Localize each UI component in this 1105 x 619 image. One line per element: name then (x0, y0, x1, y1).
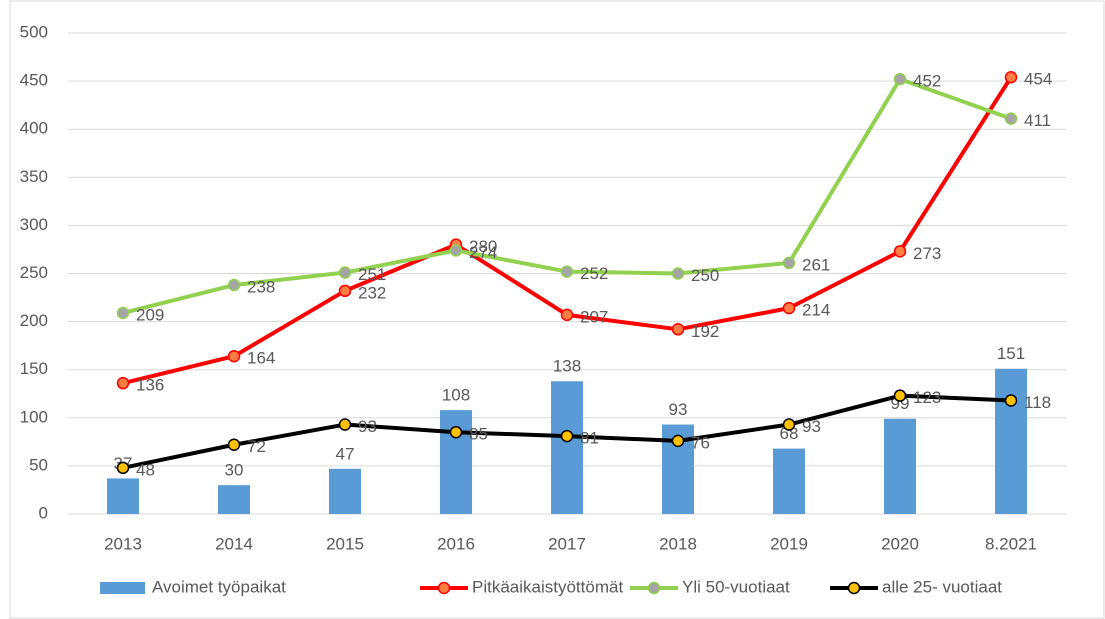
data-label: 411 (1024, 111, 1051, 130)
point (671, 323, 685, 336)
point (782, 256, 796, 270)
point (227, 438, 241, 451)
point (893, 389, 907, 402)
point (560, 265, 574, 278)
data-label: 164 (247, 349, 275, 368)
x-tick-label: 2019 (770, 534, 808, 553)
point (338, 418, 352, 431)
y-tick-label: 400 (20, 119, 48, 138)
point (1004, 71, 1018, 84)
y-tick-label: 300 (20, 215, 48, 234)
legend-swatch (100, 582, 145, 594)
point (449, 244, 463, 257)
data-label: 232 (358, 283, 386, 302)
x-tick-label: 2020 (881, 534, 919, 553)
legend-label: alle 25- vuotiaat (882, 577, 1002, 596)
data-label: 138 (553, 357, 581, 376)
bar (107, 478, 139, 514)
point (116, 306, 130, 320)
data-label: 250 (691, 266, 719, 285)
data-label: 251 (358, 265, 386, 284)
data-label: 72 (247, 437, 266, 456)
data-label: 452 (913, 72, 941, 91)
x-tick-label: 2017 (548, 534, 586, 553)
point (116, 376, 130, 390)
point (227, 349, 241, 363)
data-label: 68 (780, 424, 799, 443)
data-label: 30 (225, 461, 244, 480)
data-label: 252 (580, 264, 608, 283)
data-label: 274 (469, 243, 497, 262)
point (782, 301, 796, 315)
data-label: 108 (442, 386, 470, 405)
legend-label: Pitkäaikaistyöttömät (472, 577, 623, 596)
data-label: 454 (1024, 70, 1052, 89)
data-label: 192 (691, 322, 719, 341)
x-tick-label: 2015 (326, 534, 364, 553)
y-tick-label: 350 (20, 167, 48, 186)
data-label: 238 (247, 278, 275, 297)
x-tick-label: 2018 (659, 534, 697, 553)
point (338, 266, 352, 279)
data-label: 280 (469, 237, 497, 256)
bar (773, 448, 805, 514)
bar (551, 381, 583, 514)
data-label: 93 (358, 417, 377, 436)
data-label: 207 (580, 307, 608, 326)
x-tick-label: 2013 (104, 534, 142, 553)
point (560, 429, 574, 443)
point (671, 434, 685, 448)
data-label: 47 (336, 444, 355, 463)
legend-marker (437, 581, 451, 595)
data-label: 76 (691, 433, 710, 452)
y-tick-label: 500 (20, 22, 48, 41)
legend-marker (647, 581, 661, 595)
y-tick-label: 200 (20, 311, 48, 330)
point (560, 308, 574, 322)
point (116, 461, 130, 475)
data-label: 81 (580, 429, 599, 448)
y-tick-label: 150 (20, 359, 48, 378)
legend-label: Avoimet työpaikat (152, 577, 286, 596)
bar (329, 468, 361, 514)
point (893, 245, 907, 258)
data-label: 209 (136, 305, 164, 324)
y-tick-label: 50 (29, 455, 48, 474)
data-label: 93 (802, 417, 821, 436)
data-label: 273 (913, 244, 941, 263)
data-label: 48 (136, 460, 155, 479)
y-tick-label: 0 (39, 503, 48, 522)
point (227, 278, 241, 292)
data-label: 136 (136, 376, 164, 395)
x-tick-label: 2016 (437, 534, 475, 553)
x-tick-label: 2014 (215, 534, 253, 553)
y-tick-label: 100 (20, 407, 48, 426)
line (122, 76, 1013, 386)
point (1004, 394, 1018, 407)
y-tick-label: 250 (20, 263, 48, 282)
bar (440, 410, 472, 514)
point (1004, 112, 1018, 125)
bar (884, 418, 916, 514)
data-label: 93 (669, 400, 688, 419)
data-label: 151 (997, 344, 1025, 363)
point (449, 425, 463, 439)
y-tick-label: 450 (20, 71, 48, 90)
point (671, 267, 685, 280)
legend-label: Yli 50-vuotiaat (682, 577, 790, 596)
data-label: 214 (802, 301, 830, 320)
data-label: 261 (802, 255, 830, 274)
point (338, 284, 352, 298)
data-label: 85 (469, 425, 488, 444)
x-tick-label: 8.2021 (985, 534, 1037, 553)
chart-border (9, 0, 1105, 619)
point (893, 72, 907, 86)
data-label: 123 (913, 388, 941, 407)
data-label: 118 (1024, 393, 1051, 412)
legend-marker (847, 581, 861, 595)
bar (995, 368, 1027, 514)
point (782, 418, 796, 431)
bar (218, 485, 250, 514)
